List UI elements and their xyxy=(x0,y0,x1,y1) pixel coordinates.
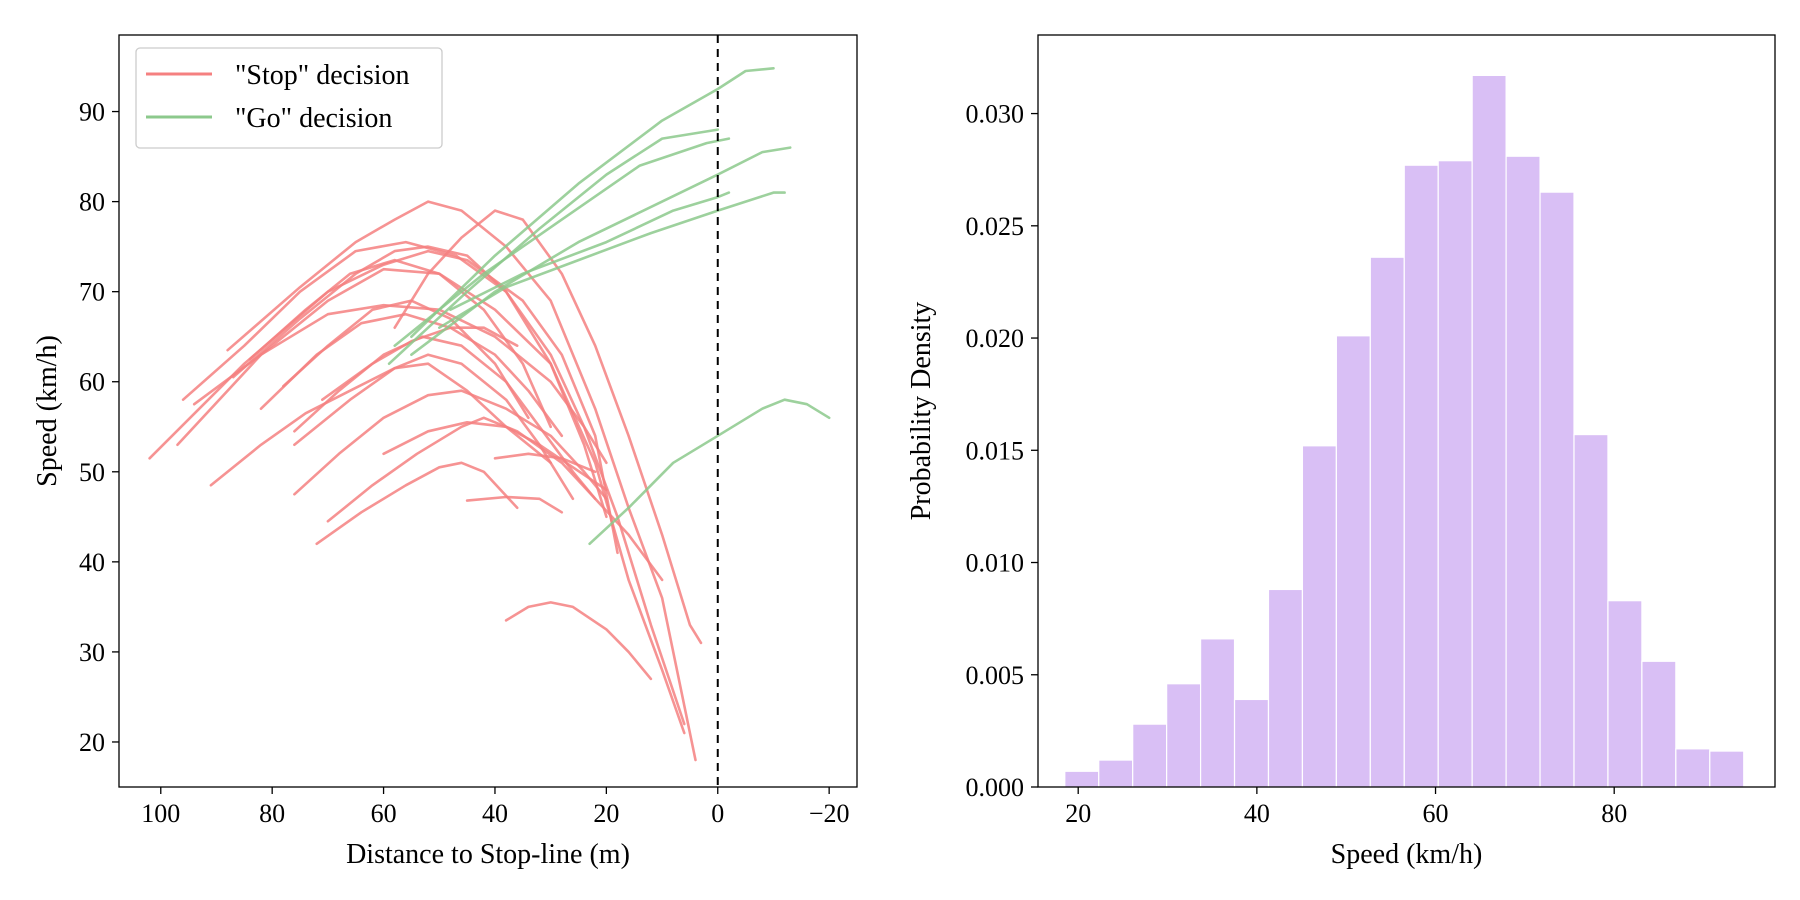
left-y-tick-label: 20 xyxy=(79,728,105,757)
go-trajectory-line-23 xyxy=(393,137,731,347)
stop-trajectory-line-1 xyxy=(176,267,686,735)
stop-trajectory-line-15 xyxy=(326,416,664,582)
right-axes-frame xyxy=(1037,34,1776,788)
stop-trajectory-line-16 xyxy=(382,421,608,492)
right-x-ticks: 20 40 60 80 xyxy=(1065,787,1627,828)
right-y-tick-label: 0.005 xyxy=(966,661,1025,690)
right-x-tick-label: 80 xyxy=(1601,799,1627,828)
histogram-bar-15 xyxy=(1573,433,1609,788)
go-trajectory-line-21 xyxy=(387,128,720,365)
right-y-tick-label: 0.000 xyxy=(966,773,1025,802)
histogram-bar-12 xyxy=(1471,74,1507,788)
stop-trajectory-line-20 xyxy=(393,209,703,645)
go-trajectory-line-24 xyxy=(410,146,792,356)
left-axes-frame xyxy=(118,34,858,788)
stop-trajectory-line-2 xyxy=(181,240,686,726)
right-x-axis-label: Speed (km/h) xyxy=(1331,839,1483,870)
left-x-tick-label: 0 xyxy=(711,799,724,828)
speed-profile-chart: 100 80 60 40 20 0 −20 20 30 40 50 60 70 80 90 Distanc… xyxy=(32,34,858,870)
left-x-tick-label: 80 xyxy=(259,799,285,828)
histogram-bar-3 xyxy=(1166,683,1202,788)
go-trajectory-line-27 xyxy=(588,398,831,546)
stop-trajectory-line-17 xyxy=(465,495,564,514)
left-y-tick-label: 30 xyxy=(79,638,105,667)
right-x-tick-label: 60 xyxy=(1423,799,1449,828)
histogram-bar-19 xyxy=(1709,750,1745,788)
left-x-axis-label: Distance to Stop-line (m) xyxy=(346,839,630,870)
left-y-tick-label: 50 xyxy=(79,458,105,487)
stop-trajectory-line-12 xyxy=(321,326,519,401)
histogram-bar-0 xyxy=(1064,770,1100,788)
right-x-tick-label: 40 xyxy=(1244,799,1270,828)
histogram-bar-2 xyxy=(1132,723,1168,788)
left-y-tick-label: 80 xyxy=(79,188,105,217)
histogram-bar-17 xyxy=(1641,660,1677,788)
go-trajectory-line-26 xyxy=(449,191,731,311)
stop-trajectory-line-13 xyxy=(293,389,608,501)
histogram-bar-11 xyxy=(1437,160,1473,788)
left-x-ticks: 100 80 60 40 20 0 −20 xyxy=(141,787,849,828)
stop-trajectory-line-14 xyxy=(315,461,519,546)
stop-trajectory-line-18 xyxy=(493,452,597,474)
stop-trajectory-line-4 xyxy=(226,200,697,762)
left-y-tick-label: 90 xyxy=(79,98,105,127)
left-y-tick-label: 40 xyxy=(79,548,105,577)
left-y-ticks: 20 30 40 50 60 70 80 90 xyxy=(79,98,119,757)
left-x-tick-label: 100 xyxy=(141,799,180,828)
histogram-bar-6 xyxy=(1267,588,1304,788)
left-x-tick-label: −20 xyxy=(809,799,850,828)
legend: "Stop" decision "Go" decision xyxy=(135,47,443,149)
left-x-tick-label: 40 xyxy=(482,799,508,828)
left-y-axis-label: Speed (km/h) xyxy=(32,335,63,487)
histogram-bar-1 xyxy=(1098,759,1134,788)
right-y-ticks: 0.000 0.005 0.010 0.015 0.020 0.025 0.030 xyxy=(966,100,1038,802)
stop-trajectory-line-11 xyxy=(209,362,552,487)
right-y-tick-label: 0.030 xyxy=(966,100,1025,129)
histogram-bar-8 xyxy=(1335,335,1371,788)
histogram-bar-16 xyxy=(1607,600,1643,788)
right-y-tick-label: 0.020 xyxy=(966,324,1025,353)
speed-histogram-chart: 20 40 60 80 0.0000.0050.0100.0150.0200.0250… xyxy=(906,34,1776,870)
trajectory-series-group xyxy=(148,67,831,762)
left-y-tick-label: 70 xyxy=(79,278,105,307)
stop-trajectory-line-10 xyxy=(293,335,597,501)
histogram-bars-group xyxy=(1064,74,1745,788)
left-x-tick-label: 60 xyxy=(371,799,397,828)
stop-trajectory-line-19 xyxy=(504,601,653,681)
histogram-bar-18 xyxy=(1675,748,1711,788)
right-y-axis-label: Probability Density xyxy=(906,302,937,521)
right-y-tick-label: 0.010 xyxy=(966,549,1025,578)
stop-trajectory-line-6 xyxy=(248,258,552,429)
stop-trajectory-line-9 xyxy=(293,353,575,501)
right-y-tick-label: 0.025 xyxy=(966,212,1025,241)
left-y-tick-label: 60 xyxy=(79,368,105,397)
histogram-bar-13 xyxy=(1505,155,1541,788)
go-trajectory-line-25 xyxy=(438,191,786,329)
left-x-tick-label: 20 xyxy=(593,799,619,828)
legend-stop-label: "Stop" decision xyxy=(235,60,410,91)
histogram-bar-10 xyxy=(1403,164,1439,788)
legend-box xyxy=(135,47,443,149)
histogram-bar-7 xyxy=(1301,445,1337,788)
legend-go-label: "Go" decision xyxy=(235,103,392,134)
right-y-tick-label: 0.015 xyxy=(966,436,1025,465)
histogram-bar-4 xyxy=(1199,638,1236,788)
right-x-tick-label: 20 xyxy=(1065,799,1091,828)
go-trajectory-line-22 xyxy=(410,67,775,338)
histogram-bar-9 xyxy=(1369,256,1405,788)
histogram-bar-5 xyxy=(1233,698,1270,788)
histogram-bar-14 xyxy=(1539,191,1575,788)
